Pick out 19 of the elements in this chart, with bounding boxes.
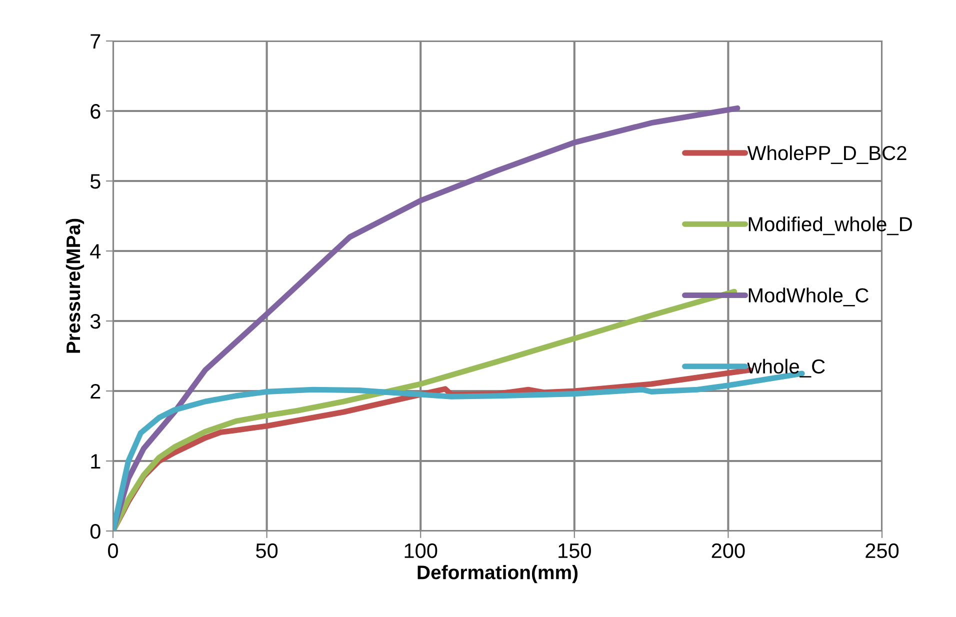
y-tick-label: 2 bbox=[90, 384, 100, 399]
legend-label: Modified_whole_D bbox=[748, 216, 912, 236]
y-tick-label: 6 bbox=[90, 104, 100, 119]
x-tick-label: 150 bbox=[558, 543, 591, 558]
x-tick-label: 250 bbox=[866, 543, 899, 558]
y-tick-label: 3 bbox=[90, 314, 100, 329]
y-tick-label: 4 bbox=[90, 244, 101, 259]
x-tick-label: 100 bbox=[404, 543, 438, 558]
y-tick-label: 1 bbox=[91, 454, 100, 469]
legend-label: WholePP_D_BC2 bbox=[747, 145, 906, 164]
legend-label: ModWhole_C bbox=[748, 288, 868, 306]
y-tick-label: 7 bbox=[90, 34, 100, 49]
y-tick-label: 0 bbox=[90, 524, 100, 539]
x-tick-label: 50 bbox=[256, 543, 278, 558]
x-tick-label: 0 bbox=[108, 543, 118, 558]
x-axis-title: Deformation(mm) bbox=[418, 565, 578, 584]
x-tick-label: 200 bbox=[712, 543, 745, 558]
y-axis-title: Pressure(MPa) bbox=[66, 218, 84, 353]
y-tick-label: 5 bbox=[90, 174, 100, 189]
